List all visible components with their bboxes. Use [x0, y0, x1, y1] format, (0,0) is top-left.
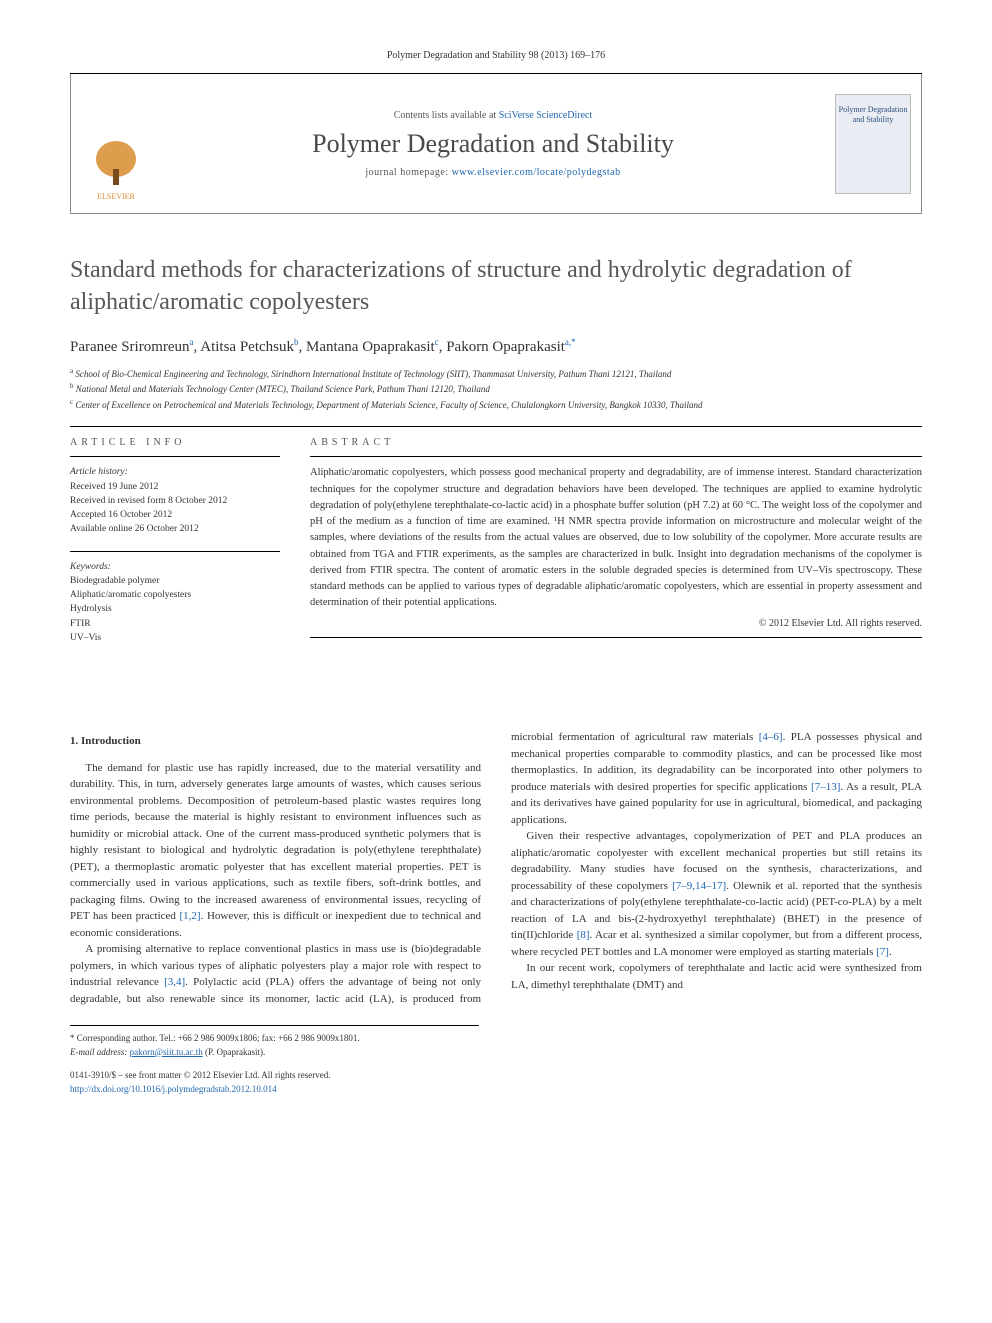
author-3: Mantana Opaprakasitc — [306, 339, 439, 355]
elsevier-text: ELSEVIER — [97, 192, 135, 201]
sciencedirect-link[interactable]: SciVerse ScienceDirect — [499, 110, 593, 121]
abstract-column: ABSTRACT Aliphatic/aromatic copolyesters… — [310, 437, 922, 659]
journal-header-box: ELSEVIER Contents lists available at Sci… — [70, 74, 922, 214]
corresp-email-line: E-mail address: pakorn@siit.tu.ac.th (P.… — [70, 1046, 479, 1060]
abstract-heading: ABSTRACT — [310, 437, 922, 448]
corresp-tel-fax: * Corresponding author. Tel.: +66 2 986 … — [70, 1032, 479, 1046]
cover-text: Polymer Degradation and Stability — [836, 105, 910, 126]
abstract-text: Aliphatic/aromatic copolyesters, which p… — [310, 456, 922, 611]
article-info-heading: ARTICLE INFO — [70, 437, 280, 448]
journal-name: Polymer Degradation and Stability — [312, 129, 674, 159]
article-title: Standard methods for characterizations o… — [70, 254, 922, 319]
contents-prefix: Contents lists available at — [394, 110, 499, 121]
corresponding-author-block: * Corresponding author. Tel.: +66 2 986 … — [70, 1025, 479, 1059]
affiliations: a School of Bio-Chemical Engineering and… — [70, 366, 922, 413]
top-citation: Polymer Degradation and Stability 98 (20… — [70, 50, 922, 61]
author-2: Atitsa Petchsukb — [200, 339, 298, 355]
divider — [70, 426, 922, 427]
citation-link[interactable]: [3,4] — [164, 976, 185, 988]
affiliation-c: c Center of Excellence on Petrochemical … — [70, 397, 922, 413]
email-tail: (P. Opaprakasit). — [203, 1047, 266, 1057]
divider — [310, 637, 922, 638]
keyword-4: FTIR — [70, 617, 280, 631]
keyword-2: Aliphatic/aromatic copolyesters — [70, 588, 280, 602]
history-label: Article history: — [70, 465, 280, 479]
info-abstract-row: ARTICLE INFO Article history: Received 1… — [70, 437, 922, 659]
abstract-copyright: © 2012 Elsevier Ltd. All rights reserved… — [310, 618, 922, 629]
accepted-date: Accepted 16 October 2012 — [70, 508, 280, 522]
email-link[interactable]: pakorn@siit.tu.ac.th — [130, 1047, 203, 1057]
elsevier-tree-logo-icon: ELSEVIER — [86, 135, 146, 205]
affiliation-a: a School of Bio-Chemical Engineering and… — [70, 366, 922, 382]
journal-cover-icon: Polymer Degradation and Stability — [835, 94, 911, 194]
paragraph-3: Given their respective advantages, copol… — [511, 828, 922, 960]
citation-link[interactable]: [7] — [876, 946, 889, 958]
front-matter-line: 0141-3910/$ – see front matter © 2012 El… — [70, 1069, 922, 1083]
keyword-5: UV–Vis — [70, 631, 280, 645]
citation-link[interactable]: [7–13] — [811, 781, 840, 793]
body-columns: 1. Introduction The demand for plastic u… — [70, 729, 922, 1007]
email-label: E-mail address: — [70, 1047, 130, 1057]
citation-link[interactable]: [7–9,14–17] — [672, 880, 726, 892]
citation-link[interactable]: [1,2] — [180, 910, 201, 922]
article-info-column: ARTICLE INFO Article history: Received 1… — [70, 437, 280, 659]
author-1: Paranee Sriromreuna — [70, 339, 194, 355]
publisher-logo-area: ELSEVIER — [71, 74, 161, 213]
authors-line: Paranee Sriromreuna, Atitsa Petchsukb, M… — [70, 337, 922, 356]
footer-block: 0141-3910/$ – see front matter © 2012 El… — [70, 1069, 922, 1096]
journal-homepage-line: journal homepage: www.elsevier.com/locat… — [365, 167, 620, 178]
keywords-label: Keywords: — [70, 560, 280, 574]
revised-date: Received in revised form 8 October 2012 — [70, 494, 280, 508]
contents-available-line: Contents lists available at SciVerse Sci… — [394, 110, 593, 121]
keywords-block: Keywords: Biodegradable polymer Aliphati… — [70, 551, 280, 646]
received-date: Received 19 June 2012 — [70, 480, 280, 494]
citation-link[interactable]: [4–6] — [759, 731, 783, 743]
affiliation-b: b National Metal and Materials Technolog… — [70, 381, 922, 397]
keyword-1: Biodegradable polymer — [70, 574, 280, 588]
homepage-prefix: journal homepage: — [365, 167, 451, 178]
header-center: Contents lists available at SciVerse Sci… — [161, 74, 825, 213]
homepage-link[interactable]: www.elsevier.com/locate/polydegstab — [452, 167, 621, 178]
article-history-block: Article history: Received 19 June 2012 R… — [70, 456, 280, 536]
doi-link[interactable]: http://dx.doi.org/10.1016/j.polymdegrads… — [70, 1084, 277, 1094]
section-1-heading: 1. Introduction — [70, 733, 481, 750]
keyword-3: Hydrolysis — [70, 602, 280, 616]
citation-link[interactable]: [8] — [577, 929, 590, 941]
cover-thumbnail-area: Polymer Degradation and Stability — [825, 74, 921, 213]
paragraph-4: In our recent work, copolymers of tereph… — [511, 960, 922, 993]
author-4: Pakorn Opaprakasita,* — [446, 339, 575, 355]
paragraph-1: The demand for plastic use has rapidly i… — [70, 760, 481, 942]
online-date: Available online 26 October 2012 — [70, 522, 280, 536]
